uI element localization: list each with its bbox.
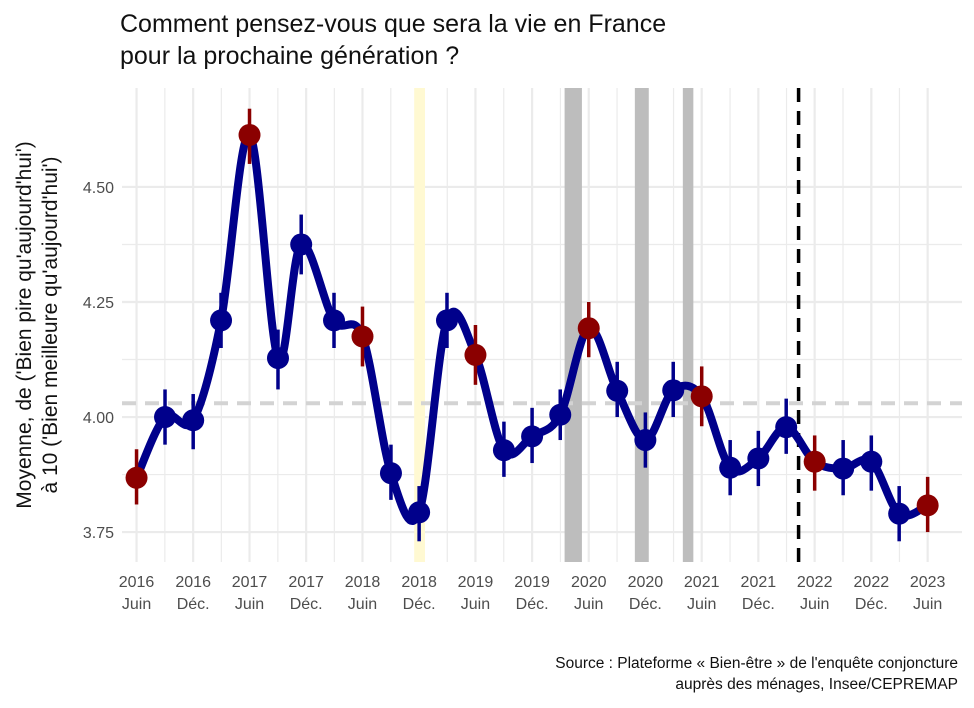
data-points [125,123,939,525]
series-line [132,130,932,525]
x-tick-label: Déc. [629,596,662,613]
x-tick-label: Juin [461,596,490,613]
x-tick-label: Juin [687,596,716,613]
y-axis-label: Moyenne, de ('Bien pire qu'aujourd'hui')… [13,141,62,508]
x-tick-year: 2016 [119,574,155,591]
chart-title-line-1: Comment pensez-vous que sera la vie en F… [120,10,667,38]
data-point [266,347,289,370]
data-point-highlight [577,317,600,340]
data-point [549,403,572,426]
shaded-period [682,88,694,562]
chart-caption-line-1: Source : Plateforme « Bien-être » de l'e… [555,655,958,672]
x-axis-ticks: 2016 Juin 2016 Déc. 2017 Juin 2017 Déc. 2018 Juin… [119,574,946,613]
data-point [435,309,458,332]
data-point [408,501,431,524]
x-tick-year: 2020 [571,574,607,591]
data-point-highlight [238,123,261,146]
data-point [832,457,855,480]
series-path [132,130,932,525]
x-tick-year: 2022 [797,574,833,591]
data-point [719,456,742,479]
x-tick-label: Déc. [403,596,436,613]
data-point-highlight [690,385,713,408]
y-tick-label: 4.50 [83,180,114,197]
data-point-highlight [464,343,487,366]
data-point [662,379,685,402]
x-tick-year: 2021 [684,574,720,591]
data-point [154,406,177,429]
x-tick-year: 2018 [345,574,381,591]
x-tick-year: 2019 [458,574,494,591]
chart-title-line-2: pour la prochaine génération ? [120,42,460,70]
data-point-highlight [803,450,826,473]
x-tick-label: Déc. [516,596,549,613]
x-tick-label: Juin [800,596,829,613]
x-tick-label: Déc. [742,596,775,613]
y-axis-label-line-1: Moyenne, de ('Bien pire qu'aujourd'hui') [13,141,36,508]
y-axis-label-line-2: à 10 ('Bien meilleure qu'aujourd'hui') [39,156,62,493]
x-tick-year: 2020 [628,574,664,591]
x-tick-year: 2018 [401,574,437,591]
chart-caption-line-2: auprès des ménages, Insee/CEPREMAP [675,676,958,693]
data-point-highlight [916,494,939,517]
x-tick-year: 2019 [514,574,550,591]
data-point [747,447,770,470]
data-point [888,502,911,525]
x-tick-label: Juin [122,596,151,613]
y-tick-label: 4.25 [83,295,114,312]
x-tick-label: Juin [235,596,264,613]
data-point-highlight [351,325,374,348]
data-point [521,425,544,448]
shaded-period [414,88,426,562]
y-axis-ticks: 3.75 4.00 4.25 4.50 [83,180,114,542]
x-tick-label: Juin [913,596,942,613]
x-tick-label: Déc. [177,596,210,613]
data-point [775,416,798,439]
x-tick-year: 2022 [854,574,890,591]
y-tick-label: 4.00 [83,410,114,427]
x-tick-year: 2023 [910,574,946,591]
shaded-period [564,88,582,562]
x-tick-label: Déc. [855,596,888,613]
data-point [492,439,515,462]
data-point [210,309,233,332]
data-point-highlight [125,466,148,489]
data-point [860,450,883,473]
data-point [182,409,205,432]
shaded-period [634,88,649,562]
x-tick-year: 2016 [175,574,211,591]
x-tick-label: Déc. [290,596,323,613]
x-tick-year: 2017 [232,574,268,591]
y-tick-label: 3.75 [83,525,114,542]
data-point [379,462,402,485]
data-point [290,233,313,256]
data-point [606,379,629,402]
x-tick-year: 2021 [741,574,777,591]
x-tick-label: Juin [574,596,603,613]
data-point [634,429,657,452]
x-tick-label: Juin [348,596,377,613]
x-tick-year: 2017 [288,574,324,591]
data-point [323,309,346,332]
reference-lines [122,88,962,562]
